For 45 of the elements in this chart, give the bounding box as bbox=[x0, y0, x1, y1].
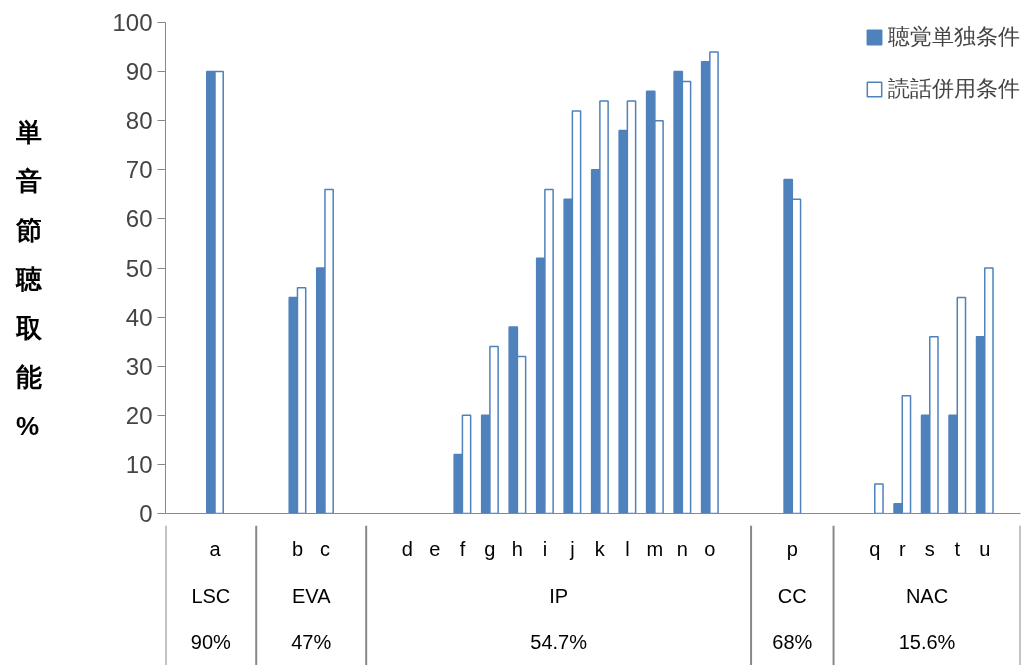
x-tick-label: g bbox=[484, 537, 496, 560]
legend-label: 聴覚単独条件 bbox=[888, 23, 1020, 51]
y-tick-label: 30 bbox=[125, 352, 153, 380]
text: 68% bbox=[772, 631, 813, 654]
text: NAC bbox=[905, 584, 949, 607]
y-tick-label: 0 bbox=[139, 500, 153, 527]
legend-label: 読話併用条件 bbox=[888, 75, 1020, 103]
x-tick-label: m bbox=[646, 537, 664, 560]
y-tick-label: 40 bbox=[125, 303, 153, 331]
x-tick-label: u bbox=[979, 537, 991, 560]
x-tick-label: f bbox=[459, 537, 466, 560]
x-tick-label: i bbox=[542, 537, 548, 560]
x-tick-label: k bbox=[594, 537, 606, 560]
text: CC bbox=[777, 584, 807, 607]
y-tick-label: 10 bbox=[125, 450, 153, 478]
x-tick-label: d bbox=[401, 537, 413, 560]
text: EVA bbox=[291, 584, 332, 607]
text: 54.7% bbox=[530, 631, 588, 654]
x-tick-label: l bbox=[625, 537, 630, 560]
y-axis-title: 単音節聴取能 % bbox=[16, 116, 43, 443]
x-tick-label: t bbox=[954, 537, 961, 560]
y-tick-label: 20 bbox=[125, 401, 153, 429]
x-tick-label: c bbox=[319, 537, 330, 560]
y-tick-label: 50 bbox=[125, 254, 153, 282]
text: IP bbox=[549, 584, 569, 607]
x-tick-label: o bbox=[704, 537, 716, 560]
x-tick-label: s bbox=[924, 537, 935, 560]
y-tick-label: 90 bbox=[125, 58, 153, 86]
text: 90% bbox=[190, 631, 232, 654]
y-tick-label: 60 bbox=[125, 205, 153, 233]
y-tick-label: 100 bbox=[112, 9, 153, 36]
y-tick-label: 70 bbox=[125, 156, 153, 184]
text: 15.6% bbox=[898, 631, 956, 654]
x-tick-label: b bbox=[291, 537, 304, 560]
x-tick-label: p bbox=[786, 537, 798, 560]
x-tick-label: q bbox=[869, 537, 881, 560]
x-tick-label: n bbox=[676, 537, 688, 560]
text: 47% bbox=[291, 631, 332, 654]
x-tick-label: a bbox=[209, 537, 222, 560]
x-tick-label: j bbox=[569, 537, 575, 560]
y-tick-label: 80 bbox=[125, 107, 153, 135]
x-tick-label: e bbox=[429, 537, 441, 560]
x-tick-label: r bbox=[898, 537, 906, 560]
text: LSC bbox=[191, 584, 231, 607]
x-tick-label: h bbox=[511, 537, 523, 560]
